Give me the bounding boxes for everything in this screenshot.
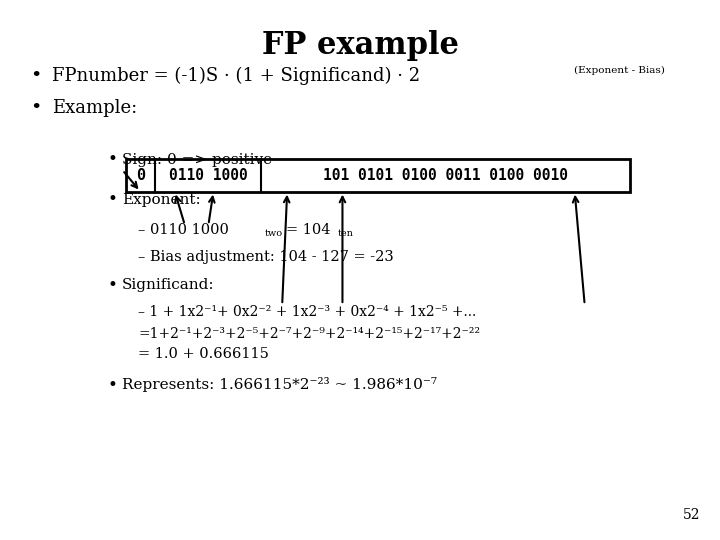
Text: Significand:: Significand: bbox=[122, 278, 215, 292]
Text: = 1.0 + 0.666115: = 1.0 + 0.666115 bbox=[138, 347, 269, 361]
Bar bbox=[126, 159, 630, 192]
Text: FP example: FP example bbox=[261, 30, 459, 61]
Text: 0: 0 bbox=[136, 168, 145, 183]
Text: Sign: 0 => positive: Sign: 0 => positive bbox=[122, 153, 272, 167]
Text: Example:: Example: bbox=[52, 99, 138, 117]
Text: 101 0101 0100 0011 0100 0010: 101 0101 0100 0011 0100 0010 bbox=[323, 168, 568, 183]
Text: FPnumber = (-1)S · (1 + Significand) · 2: FPnumber = (-1)S · (1 + Significand) · 2 bbox=[52, 67, 420, 85]
Text: – 0110 1000: – 0110 1000 bbox=[138, 223, 229, 237]
Text: = 104: = 104 bbox=[286, 223, 330, 237]
Text: •: • bbox=[108, 276, 118, 294]
Text: •: • bbox=[108, 376, 118, 394]
Text: •: • bbox=[30, 99, 41, 117]
Text: – 1 + 1x2⁻¹+ 0x2⁻² + 1x2⁻³ + 0x2⁻⁴ + 1x2⁻⁵ +...: – 1 + 1x2⁻¹+ 0x2⁻² + 1x2⁻³ + 0x2⁻⁴ + 1x2… bbox=[138, 305, 476, 319]
Text: Represents: 1.666115*2⁻²³ ~ 1.986*10⁻⁷: Represents: 1.666115*2⁻²³ ~ 1.986*10⁻⁷ bbox=[122, 377, 437, 393]
Text: 52: 52 bbox=[683, 508, 700, 522]
Text: ten: ten bbox=[338, 230, 354, 239]
Text: •: • bbox=[30, 67, 41, 85]
Text: Exponent:: Exponent: bbox=[122, 193, 201, 207]
Text: (Exponent - Bias): (Exponent - Bias) bbox=[574, 65, 665, 75]
Text: =1+2⁻¹+2⁻³+2⁻⁵+2⁻⁷+2⁻⁹+2⁻¹⁴+2⁻¹⁵+2⁻¹⁷+2⁻²²: =1+2⁻¹+2⁻³+2⁻⁵+2⁻⁷+2⁻⁹+2⁻¹⁴+2⁻¹⁵+2⁻¹⁷+2⁻… bbox=[138, 327, 480, 341]
Text: two: two bbox=[265, 230, 283, 239]
Text: •: • bbox=[108, 192, 118, 208]
Text: •: • bbox=[108, 152, 118, 168]
Text: 0110 1000: 0110 1000 bbox=[168, 168, 248, 183]
Text: – Bias adjustment: 104 - 127 = -23: – Bias adjustment: 104 - 127 = -23 bbox=[138, 250, 394, 264]
